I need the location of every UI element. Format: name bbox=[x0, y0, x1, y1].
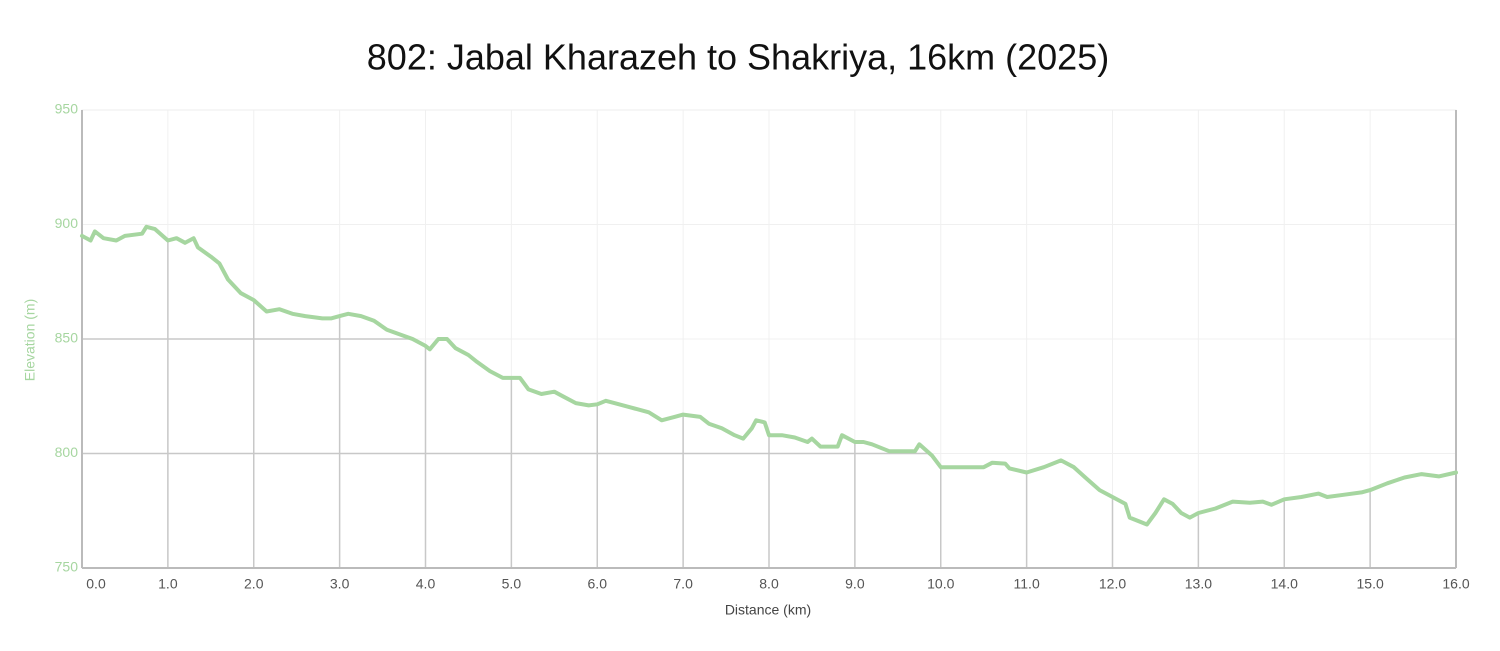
x-tick-label: 13.0 bbox=[1185, 576, 1212, 592]
y-tick-label: 750 bbox=[55, 559, 79, 575]
y-axis-title: Elevation (m) bbox=[22, 299, 38, 381]
y-tick-label: 950 bbox=[55, 101, 79, 117]
elevation-line bbox=[80, 224, 1458, 527]
y-tick-label: 800 bbox=[55, 444, 79, 460]
x-tick-label: 1.0 bbox=[158, 576, 178, 592]
x-tick-label: 6.0 bbox=[588, 576, 608, 592]
y-tick-label: 900 bbox=[55, 215, 79, 231]
x-tick-label: 11.0 bbox=[1014, 576, 1040, 592]
x-tick-label: 4.0 bbox=[416, 576, 436, 592]
x-tick-label: 9.0 bbox=[845, 576, 865, 592]
x-tick-label: 2.0 bbox=[244, 576, 264, 592]
x-tick-label: 3.0 bbox=[330, 576, 350, 592]
x-tick-label: 8.0 bbox=[759, 576, 779, 592]
x-tick-label: 16.0 bbox=[1442, 576, 1469, 592]
x-tick-label: 5.0 bbox=[502, 576, 522, 592]
x-tick-label: 0.0 bbox=[86, 576, 106, 592]
x-tick-label: 10.0 bbox=[927, 576, 954, 592]
series bbox=[80, 224, 1458, 527]
x-tick-label: 12.0 bbox=[1099, 576, 1126, 592]
y-tick-label: 850 bbox=[55, 330, 79, 346]
ticks: 750 800 850 900 950 0.0 1.0 2.0 3.0 4.0 5.0 6.0 7.0 8… bbox=[55, 101, 1470, 592]
x-tick-label: 7.0 bbox=[673, 576, 693, 592]
x-axis-title: Distance (km) bbox=[725, 602, 811, 618]
x-tick-label: 14.0 bbox=[1271, 576, 1298, 592]
chart-title: 802: Jabal Kharazeh to Shakriya, 16km (2… bbox=[367, 37, 1109, 78]
x-tick-label: 15.0 bbox=[1357, 576, 1384, 592]
